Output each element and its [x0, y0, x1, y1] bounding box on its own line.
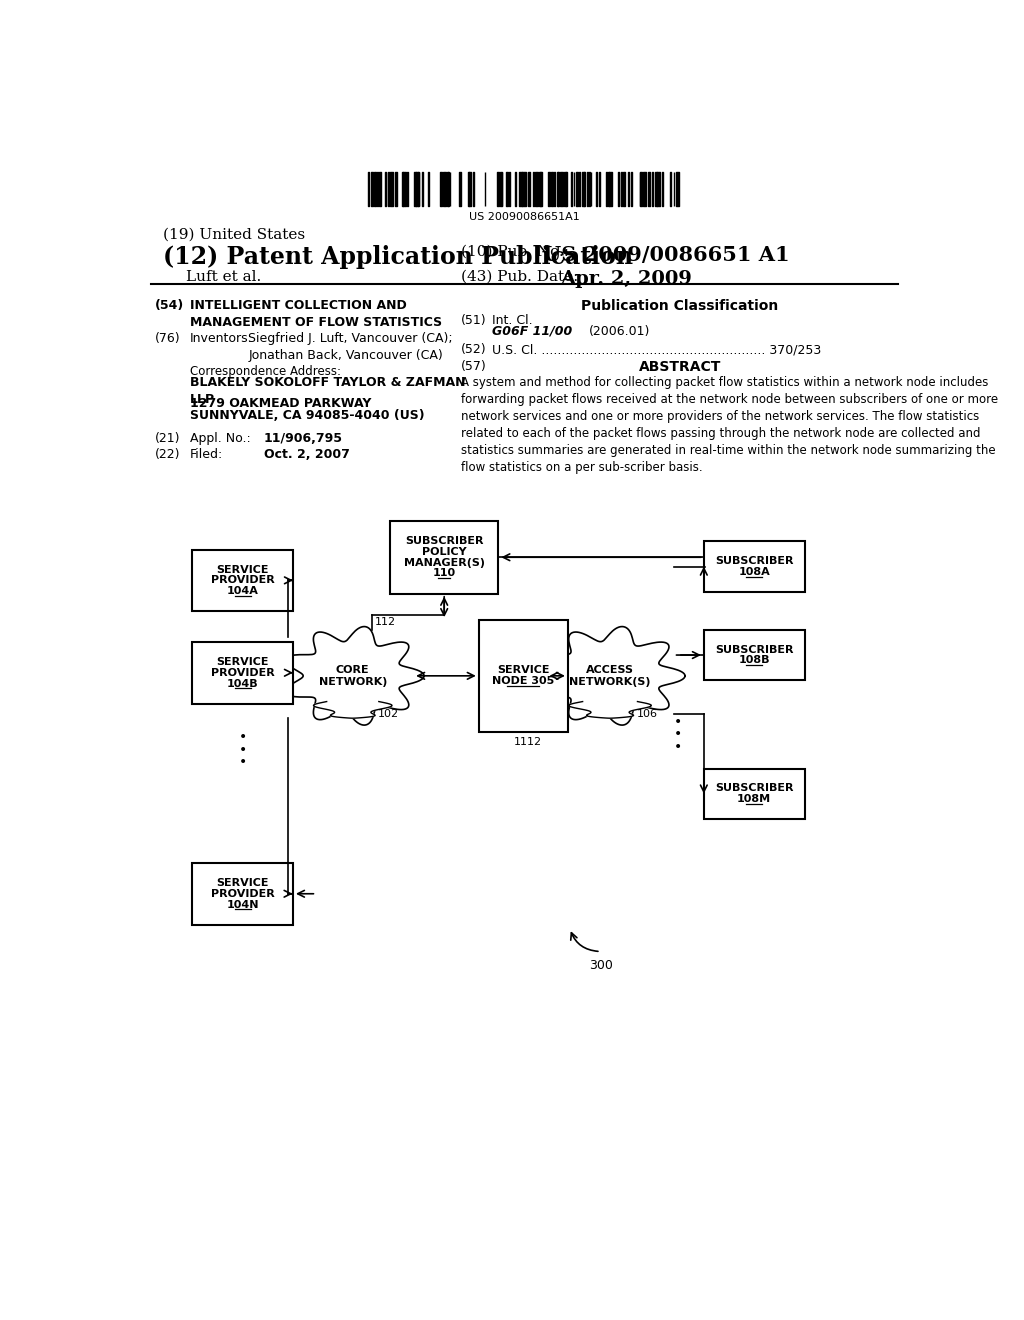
Text: ACCESS: ACCESS: [586, 665, 634, 675]
Text: (52): (52): [461, 343, 486, 356]
Text: (19) United States: (19) United States: [163, 227, 305, 242]
Text: US 2009/0086651 A1: US 2009/0086651 A1: [543, 244, 790, 264]
Text: Inventors:: Inventors:: [190, 331, 253, 345]
Text: 104B: 104B: [227, 678, 258, 689]
Text: 112: 112: [375, 618, 395, 627]
Text: •: •: [674, 727, 682, 742]
Text: SUBSCRIBER: SUBSCRIBER: [715, 556, 794, 566]
Text: SUBSCRIBER: SUBSCRIBER: [715, 644, 794, 655]
Text: SERVICE: SERVICE: [497, 665, 550, 676]
Text: PROVIDER: PROVIDER: [211, 668, 274, 677]
FancyBboxPatch shape: [703, 630, 805, 680]
Text: 108A: 108A: [738, 566, 770, 577]
Text: POLICY: POLICY: [422, 546, 467, 557]
Text: (2006.01): (2006.01): [589, 325, 650, 338]
Text: •: •: [674, 739, 682, 754]
Polygon shape: [568, 701, 651, 718]
Text: SUBSCRIBER: SUBSCRIBER: [715, 783, 794, 793]
FancyBboxPatch shape: [193, 642, 293, 704]
Text: (12) Patent Application Publication: (12) Patent Application Publication: [163, 244, 633, 269]
Text: (21): (21): [155, 432, 180, 445]
Text: ABSTRACT: ABSTRACT: [639, 360, 721, 374]
Text: (57): (57): [461, 360, 487, 374]
Text: PROVIDER: PROVIDER: [211, 576, 274, 585]
Text: INTELLIGENT COLLECTION AND
MANAGEMENT OF FLOW STATISTICS: INTELLIGENT COLLECTION AND MANAGEMENT OF…: [190, 298, 442, 329]
Text: BLAKELY SOKOLOFF TAYLOR & ZAFMAN
LLP: BLAKELY SOKOLOFF TAYLOR & ZAFMAN LLP: [190, 376, 466, 405]
Text: 106: 106: [637, 709, 658, 719]
Text: 104N: 104N: [226, 899, 259, 909]
Text: SERVICE: SERVICE: [216, 565, 269, 574]
Text: SERVICE: SERVICE: [216, 878, 269, 888]
Text: SUBSCRIBER: SUBSCRIBER: [404, 536, 483, 546]
Text: U.S. Cl. ........................................................ 370/253: U.S. Cl. ...............................…: [493, 343, 821, 356]
Text: (10) Pub. No.:: (10) Pub. No.:: [461, 244, 569, 259]
Text: NETWORK): NETWORK): [318, 677, 387, 686]
Text: 108B: 108B: [738, 656, 770, 665]
Text: •: •: [674, 715, 682, 729]
Text: •: •: [239, 755, 247, 770]
Text: (51): (51): [461, 314, 486, 327]
Text: 110: 110: [432, 569, 456, 578]
Text: (43) Pub. Date:: (43) Pub. Date:: [461, 271, 579, 284]
FancyBboxPatch shape: [193, 863, 293, 924]
Text: SUNNYVALE, CA 94085-4040 (US): SUNNYVALE, CA 94085-4040 (US): [190, 409, 425, 421]
Text: Appl. No.:: Appl. No.:: [190, 432, 251, 445]
Polygon shape: [540, 627, 685, 725]
Text: US 20090086651A1: US 20090086651A1: [469, 213, 581, 222]
FancyBboxPatch shape: [193, 549, 293, 611]
Text: Filed:: Filed:: [190, 447, 223, 461]
Text: 1279 OAKMEAD PARKWAY: 1279 OAKMEAD PARKWAY: [190, 397, 372, 411]
Text: 11/906,795: 11/906,795: [263, 432, 343, 445]
Text: Luft et al.: Luft et al.: [186, 271, 261, 284]
Text: NODE 305: NODE 305: [493, 676, 554, 686]
Text: •: •: [239, 730, 247, 744]
Text: SERVICE: SERVICE: [216, 657, 269, 667]
Text: PROVIDER: PROVIDER: [211, 888, 274, 899]
Text: G06F 11/00: G06F 11/00: [493, 325, 572, 338]
Text: 102: 102: [378, 709, 398, 719]
FancyBboxPatch shape: [390, 520, 499, 594]
Text: Publication Classification: Publication Classification: [582, 298, 778, 313]
Text: 1112: 1112: [514, 738, 542, 747]
Text: Correspondence Address:: Correspondence Address:: [190, 364, 341, 378]
Polygon shape: [313, 701, 392, 718]
Text: CORE: CORE: [336, 665, 370, 675]
Text: (54): (54): [155, 298, 184, 312]
Text: 300: 300: [589, 960, 612, 973]
Text: A system and method for collecting packet flow statistics within a network node : A system and method for collecting packe…: [461, 376, 998, 474]
Text: •: •: [239, 743, 247, 756]
Text: (22): (22): [155, 447, 180, 461]
Text: Apr. 2, 2009: Apr. 2, 2009: [560, 271, 692, 288]
Text: MANAGER(S): MANAGER(S): [403, 557, 484, 568]
Text: Oct. 2, 2007: Oct. 2, 2007: [263, 447, 349, 461]
FancyBboxPatch shape: [703, 541, 805, 591]
Text: 104A: 104A: [226, 586, 259, 597]
FancyBboxPatch shape: [703, 768, 805, 818]
Text: 108M: 108M: [737, 795, 771, 804]
Text: Siegfried J. Luft, Vancouver (CA);
Jonathan Back, Vancouver (CA): Siegfried J. Luft, Vancouver (CA); Jonat…: [248, 331, 453, 362]
Polygon shape: [286, 627, 424, 725]
Text: NETWORK(S): NETWORK(S): [569, 677, 651, 686]
Text: Int. Cl.: Int. Cl.: [493, 314, 532, 327]
FancyBboxPatch shape: [478, 620, 568, 731]
Text: (76): (76): [155, 331, 181, 345]
